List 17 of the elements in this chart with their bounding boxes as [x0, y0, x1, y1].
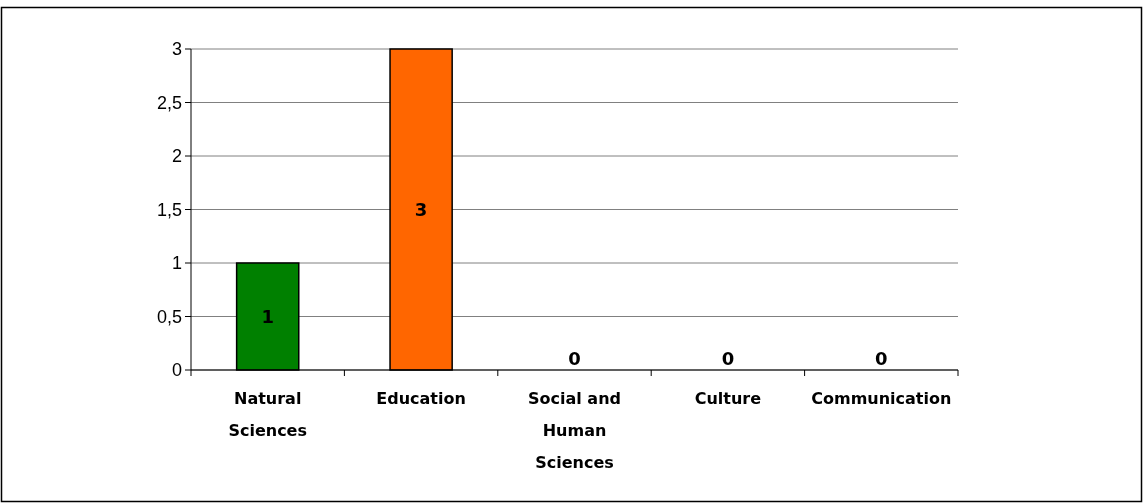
y-tick-label: 0	[171, 360, 182, 380]
data-label: 0	[568, 347, 581, 369]
x-tick-label: Communication	[811, 389, 952, 408]
y-tick-label: 1,5	[156, 199, 182, 220]
data-label: 0	[875, 347, 888, 369]
y-tick-label: 2,5	[156, 92, 182, 113]
y-tick-label: 0,5	[156, 306, 182, 327]
y-tick-label: 1	[171, 253, 182, 273]
data-label: 0	[721, 347, 735, 369]
x-tick-label: Social and Human Sciences	[528, 389, 621, 472]
data-label: 3	[414, 199, 428, 220]
x-tick-label: Education	[376, 389, 466, 408]
x-tick-label: Culture	[694, 389, 762, 408]
x-tick-label: Natural Sciences	[228, 389, 307, 440]
y-tick-label: 2	[171, 146, 182, 166]
y-tick-label: 3	[171, 39, 182, 59]
data-label: 1	[261, 306, 274, 327]
